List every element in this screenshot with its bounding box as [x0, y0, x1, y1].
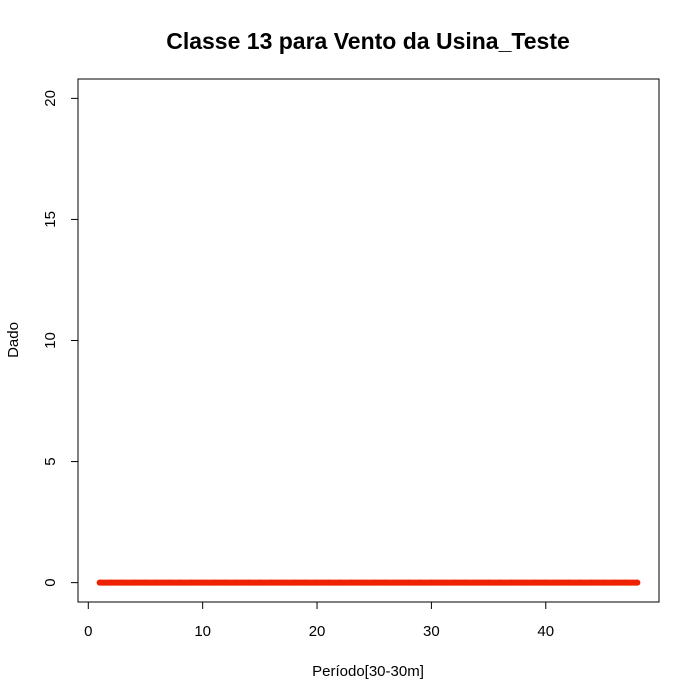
data-point: [188, 579, 195, 586]
data-point: [531, 579, 538, 586]
x-axis: 0 10 20 30 40: [84, 601, 554, 640]
data-point: [497, 579, 504, 586]
data-point: [474, 579, 481, 586]
x-tick-label: 20: [309, 623, 326, 640]
data-point: [211, 579, 218, 586]
data-point: [508, 579, 515, 586]
y-tick-label: 15: [42, 211, 59, 228]
data-point: [611, 579, 618, 586]
data-point: [131, 579, 138, 586]
data-point: [222, 579, 229, 586]
x-tick-label: 10: [194, 623, 211, 640]
plot-frame: [77, 78, 660, 603]
data-point: [394, 579, 401, 586]
data-point: [554, 579, 561, 586]
data-point: [428, 579, 435, 586]
data-point: [599, 579, 606, 586]
data-point: [165, 579, 172, 586]
data-point: [153, 579, 160, 586]
data-point: [256, 579, 263, 586]
data-point: [245, 579, 252, 586]
data-point: [302, 579, 309, 586]
data-point: [588, 579, 595, 586]
data-point: [119, 579, 126, 586]
data-point: [519, 579, 526, 586]
data-point: [233, 579, 240, 586]
data-point: [291, 579, 298, 586]
x-tick-label: 40: [537, 623, 554, 640]
data-point: [371, 579, 378, 586]
data-point: [485, 579, 492, 586]
data-point: [462, 579, 469, 586]
data-point: [416, 579, 423, 586]
x-tick-label: 30: [423, 623, 440, 640]
data-point: [336, 579, 343, 586]
data-point: [405, 579, 412, 586]
data-point: [577, 579, 584, 586]
x-axis-label: Período[30-30m]: [312, 663, 424, 680]
y-axis-label: Dado: [5, 322, 22, 358]
data-point: [142, 579, 149, 586]
y-tick-label: 5: [42, 457, 59, 465]
y-tick-label: 10: [42, 332, 59, 349]
data-series: [96, 579, 641, 586]
data-point: [108, 579, 115, 586]
y-axis: 0 5 10 15 20: [42, 90, 79, 587]
data-point: [565, 579, 572, 586]
data-point: [199, 579, 206, 586]
data-point: [314, 579, 321, 586]
data-point: [542, 579, 549, 586]
data-point: [451, 579, 458, 586]
data-point: [359, 579, 366, 586]
data-point: [279, 579, 286, 586]
data-point: [268, 579, 275, 586]
data-point: [348, 579, 355, 586]
x-tick-label: 0: [84, 623, 92, 640]
data-point: [96, 579, 103, 586]
chart-title: Classe 13 para Vento da Usina_Teste: [166, 28, 570, 54]
data-point: [382, 579, 389, 586]
data-point: [622, 579, 629, 586]
y-tick-label: 20: [42, 90, 59, 107]
y-tick-label: 0: [42, 578, 59, 586]
data-point: [176, 579, 183, 586]
data-point: [634, 579, 641, 586]
data-point: [325, 579, 332, 586]
data-point: [439, 579, 446, 586]
